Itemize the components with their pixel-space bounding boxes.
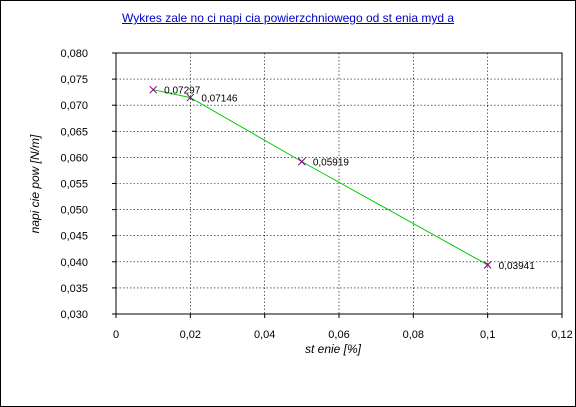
series-line <box>153 89 488 266</box>
y-tick-label: 0,030 <box>60 309 88 321</box>
data-label: 0,05919 <box>313 158 350 169</box>
y-tick-label: 0,060 <box>60 152 88 164</box>
y-tick-label: 0,055 <box>60 179 88 191</box>
y-tick-label: 0,075 <box>60 74 88 86</box>
data-label: 0,03941 <box>499 261 536 272</box>
y-tick-label: 0,035 <box>60 283 88 295</box>
chart-title: Wykres zale no ci napi cia powierzchniow… <box>121 11 455 25</box>
x-tick-label: 0,08 <box>403 329 424 341</box>
data-label: 0,07297 <box>164 86 201 97</box>
y-tick-label: 0,070 <box>60 100 88 112</box>
y-tick-label: 0,045 <box>60 231 88 243</box>
x-tick-label: 0,12 <box>551 329 572 341</box>
data-point-marker <box>149 85 158 94</box>
y-tick-label: 0,065 <box>60 126 88 138</box>
x-tick-label: 0,06 <box>328 329 349 341</box>
x-tick-label: 0,02 <box>180 329 201 341</box>
x-tick-label: 0 <box>113 329 119 341</box>
data-label: 0,07146 <box>201 94 238 105</box>
data-point-marker <box>483 261 492 269</box>
x-tick-label: 0,1 <box>480 329 495 341</box>
y-axis-title: napi cie pow [N/m] <box>28 134 42 233</box>
y-tick-label: 0,040 <box>60 257 88 269</box>
data-point-marker <box>186 93 195 102</box>
y-tick-label: 0,080 <box>60 48 88 60</box>
x-axis-title: st enie [%] <box>305 342 362 356</box>
data-point-marker <box>297 157 306 166</box>
x-tick-label: 0,04 <box>254 329 275 341</box>
y-tick-label: 0,050 <box>60 205 88 217</box>
